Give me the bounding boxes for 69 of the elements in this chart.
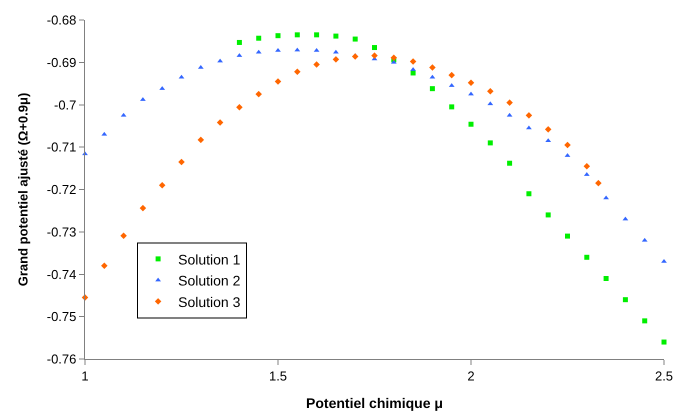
point — [488, 140, 493, 146]
point — [178, 158, 185, 166]
point — [333, 34, 338, 39]
point — [410, 58, 416, 65]
y-tick-label: -0.7 — [54, 97, 76, 112]
point — [352, 36, 358, 42]
point — [332, 56, 340, 63]
point — [429, 64, 436, 71]
y-tick-label: -0.76 — [46, 352, 76, 367]
point — [120, 232, 127, 239]
point — [662, 340, 666, 345]
y-tick-label: -0.74 — [46, 266, 76, 282]
point — [255, 90, 262, 98]
legend-label: Solution 3 — [178, 294, 241, 310]
point — [101, 262, 108, 270]
legend-label: Solution 2 — [178, 272, 241, 289]
point — [622, 297, 628, 302]
point — [526, 191, 532, 196]
point — [526, 112, 532, 119]
point — [430, 86, 435, 92]
x-tick-label: 1.5 — [268, 368, 288, 384]
point — [294, 68, 301, 75]
y-tick-label: -0.69 — [46, 54, 76, 70]
y-tick-label: -0.75 — [46, 309, 76, 324]
point — [120, 112, 126, 117]
point — [236, 40, 242, 45]
x-tick-label: 2.5 — [654, 368, 674, 384]
x-axis-title: Potentiel chimique μ — [306, 394, 443, 411]
point — [352, 53, 358, 60]
point — [371, 52, 378, 59]
point — [642, 318, 648, 324]
point — [595, 180, 602, 186]
y-axis-title: Grand potentiel ajusté (Ω+0.9μ) — [16, 92, 31, 286]
point — [294, 32, 300, 38]
point — [604, 276, 609, 281]
point — [274, 78, 282, 85]
point — [449, 104, 454, 110]
point — [468, 122, 474, 127]
point — [506, 112, 512, 117]
point — [487, 88, 494, 94]
point — [564, 142, 571, 148]
point — [468, 79, 474, 86]
point — [276, 33, 280, 38]
y-tick-label: -0.72 — [46, 182, 76, 198]
point — [584, 162, 590, 170]
point — [507, 160, 512, 166]
x-tick-label: 1 — [81, 368, 89, 384]
point — [256, 36, 262, 41]
x-tick-label: 2 — [467, 368, 475, 384]
point — [140, 204, 146, 212]
y-tick-label: -0.71 — [46, 140, 76, 155]
point — [216, 119, 224, 126]
point — [448, 72, 455, 78]
point — [158, 182, 166, 189]
point — [390, 54, 398, 61]
point — [565, 234, 570, 239]
point — [584, 254, 590, 260]
legend-label: Solution 1 — [178, 251, 241, 268]
point — [506, 99, 513, 106]
point — [314, 32, 320, 38]
y-tick-label: -0.68 — [46, 12, 76, 28]
point — [372, 45, 377, 50]
point — [546, 212, 551, 218]
point — [544, 126, 552, 133]
point — [313, 61, 320, 68]
point — [410, 70, 416, 76]
y-tick-label: -0.73 — [46, 224, 76, 240]
point — [198, 136, 204, 144]
point — [236, 104, 243, 111]
